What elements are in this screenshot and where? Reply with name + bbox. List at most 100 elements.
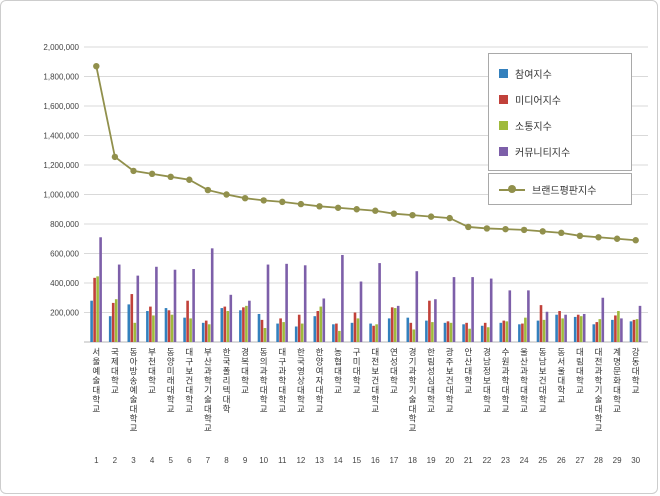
bar-참여지수 (183, 317, 186, 342)
brand-index-marker (613, 235, 621, 242)
bar-참여지수 (518, 324, 521, 342)
bar-미디어지수 (279, 318, 282, 342)
rank-label: 28 (594, 456, 603, 465)
rank-label: 14 (334, 456, 343, 465)
rank-label: 20 (445, 456, 454, 465)
bar-참여지수 (406, 317, 410, 342)
brand-index-marker (148, 170, 156, 178)
legend-entry-participation: 참여지수 (499, 60, 621, 86)
rank-label: 16 (371, 456, 380, 465)
bar-커뮤니티지수 (601, 297, 605, 342)
media-swatch-icon (499, 94, 508, 104)
brand-index-marker (595, 234, 602, 241)
bar-소통지수 (524, 317, 527, 342)
legend-entry-brand-index: 브랜드평판지수 (499, 180, 621, 198)
bar-소통지수 (356, 318, 360, 342)
rank-label: 1 (94, 456, 99, 465)
rank-label: 29 (613, 456, 622, 465)
bar-커뮤니티지수 (173, 269, 177, 342)
bar-소통지수 (635, 319, 639, 342)
bar-참여지수 (332, 324, 335, 342)
bar-미디어지수 (316, 311, 320, 342)
y-tick-label: 1,000,000 (43, 191, 79, 200)
legend-entry-community: 커뮤니티지수 (499, 138, 621, 164)
bar-커뮤니티지수 (564, 314, 567, 342)
bar-미디어지수 (595, 322, 599, 342)
rank-label: 5 (168, 456, 173, 465)
bar-미디어지수 (204, 320, 208, 342)
bar-미디어지수 (93, 277, 96, 342)
legend-label: 소통지수 (515, 121, 552, 133)
bar-소통지수 (598, 319, 602, 342)
brand-index-marker (316, 203, 323, 210)
brand-index-marker (632, 237, 639, 244)
bar-소통지수 (561, 318, 564, 342)
bar-소통지수 (207, 324, 211, 342)
brand-index-marker (353, 206, 360, 213)
brand-index-marker (502, 225, 509, 233)
rank-label: 15 (352, 456, 361, 465)
rank-label: 6 (187, 456, 192, 465)
bar-소통지수 (170, 314, 174, 342)
bar-커뮤니티지수 (489, 278, 493, 342)
y-tick-label: 600,000 (50, 250, 79, 259)
bar-미디어지수 (186, 300, 189, 342)
bar-미디어지수 (502, 320, 506, 342)
y-tick-label: 2,000,000 (43, 43, 79, 52)
bar-미디어지수 (521, 323, 524, 342)
bar-참여지수 (592, 324, 596, 342)
bar-커뮤니티지수 (508, 290, 512, 342)
bar-미디어지수 (223, 306, 227, 342)
brand-index-marker (390, 210, 398, 217)
bar-커뮤니티지수 (117, 264, 121, 342)
bar-커뮤니티지수 (434, 299, 437, 342)
participation-swatch-icon (499, 68, 508, 78)
bar-커뮤니티지수 (210, 248, 214, 342)
bar-참여지수 (313, 316, 317, 342)
bar-참여지수 (555, 314, 558, 342)
community-swatch-icon (499, 146, 508, 156)
bar-미디어지수 (260, 319, 264, 342)
bar-소통지수 (393, 308, 397, 342)
bar-미디어지수 (372, 325, 375, 342)
bar-참여지수 (108, 316, 112, 342)
bar-참여지수 (146, 311, 149, 342)
bar-커뮤니티지수 (638, 305, 642, 342)
bar-미디어지수 (483, 322, 487, 342)
bar-참여지수 (201, 322, 205, 342)
brand-index-marker (260, 197, 267, 204)
bar-커뮤니티지수 (192, 268, 195, 342)
brand-index-marker (93, 62, 100, 70)
bar-참여지수 (257, 313, 261, 342)
brand-index-marker (427, 213, 435, 220)
bar-소통지수 (449, 322, 453, 342)
bar-미디어지수 (409, 322, 413, 342)
bar-커뮤니티지수 (582, 313, 586, 342)
bar-소통지수 (114, 299, 118, 342)
bar-소통지수 (338, 330, 341, 342)
brand-index-marker (409, 211, 416, 219)
bar-소통지수 (133, 322, 137, 342)
bar-소통지수 (617, 311, 620, 342)
rank-label: 8 (224, 456, 229, 465)
legend-label: 커뮤니티지수 (515, 147, 571, 159)
bar-소통지수 (263, 327, 267, 342)
y-tick-label: 1,600,000 (43, 102, 79, 111)
bar-참여지수 (611, 319, 614, 342)
rank-label: 27 (575, 456, 584, 465)
rank-label: 30 (631, 456, 640, 465)
bar-소통지수 (189, 318, 192, 342)
legend-entry-media: 미디어지수 (499, 86, 621, 112)
